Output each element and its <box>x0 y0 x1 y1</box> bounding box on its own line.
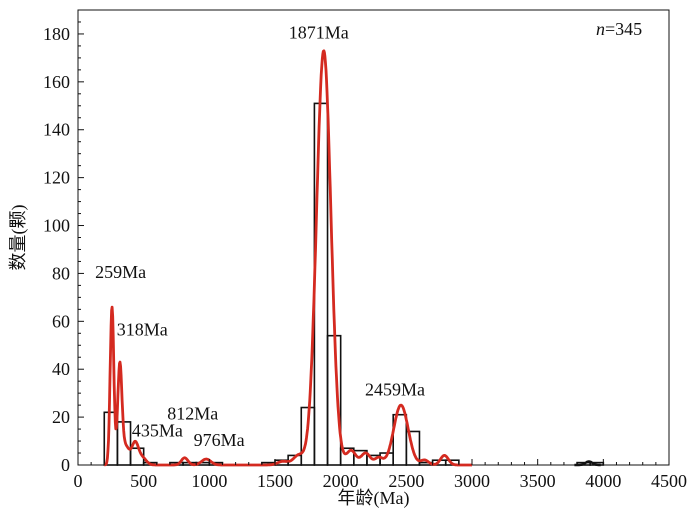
y-tick-label: 160 <box>43 72 70 92</box>
density-curve-tail <box>574 460 601 467</box>
y-tick-label: 40 <box>52 359 70 379</box>
y-tick-label: 20 <box>52 407 70 427</box>
peak-label: 435Ma <box>132 420 183 440</box>
histogram-bar <box>405 430 421 466</box>
peak-label: 976Ma <box>194 430 245 450</box>
x-tick-label: 4500 <box>651 471 687 491</box>
x-tick-label: 2000 <box>323 471 359 491</box>
y-tick-label: 60 <box>52 311 70 331</box>
axis-ticks: 0 500 1000 1500 2000 2500 3000 3500 4000 4500 0 20 4… <box>43 21 687 491</box>
y-tick-label: 100 <box>43 216 70 236</box>
histogram-bar <box>313 102 329 466</box>
x-tick-label: 1000 <box>191 471 227 491</box>
x-tick-label: 1500 <box>257 471 293 491</box>
peak-label: 259Ma <box>95 262 146 282</box>
peak-label: 1871Ma <box>289 23 349 43</box>
density-curve <box>103 49 473 467</box>
x-tick-label: 3000 <box>454 471 490 491</box>
y-tick-label: 120 <box>43 168 70 188</box>
y-tick-label: 140 <box>43 120 70 140</box>
y-tick-label: 0 <box>61 455 70 475</box>
x-tick-label: 3500 <box>520 471 556 491</box>
x-tick-label: 4000 <box>585 471 621 491</box>
x-tick-label: 500 <box>130 471 157 491</box>
y-axis-title: 数量(颗) <box>8 205 29 271</box>
density-curve-layer <box>103 49 601 467</box>
x-tick-label: 0 <box>74 471 83 491</box>
sample-size-label: n=345 <box>596 19 642 39</box>
peak-label: 812Ma <box>167 404 218 424</box>
y-tick-label: 180 <box>43 24 70 44</box>
sample-size-prefix: n <box>596 19 605 39</box>
peak-label: 2459Ma <box>365 380 425 400</box>
peak-label: 318Ma <box>117 320 168 340</box>
sample-size-value: =345 <box>605 19 642 39</box>
x-axis-title: 年龄(Ma) <box>338 488 410 509</box>
y-tick-label: 80 <box>52 263 70 283</box>
x-tick-label: 2500 <box>388 471 424 491</box>
